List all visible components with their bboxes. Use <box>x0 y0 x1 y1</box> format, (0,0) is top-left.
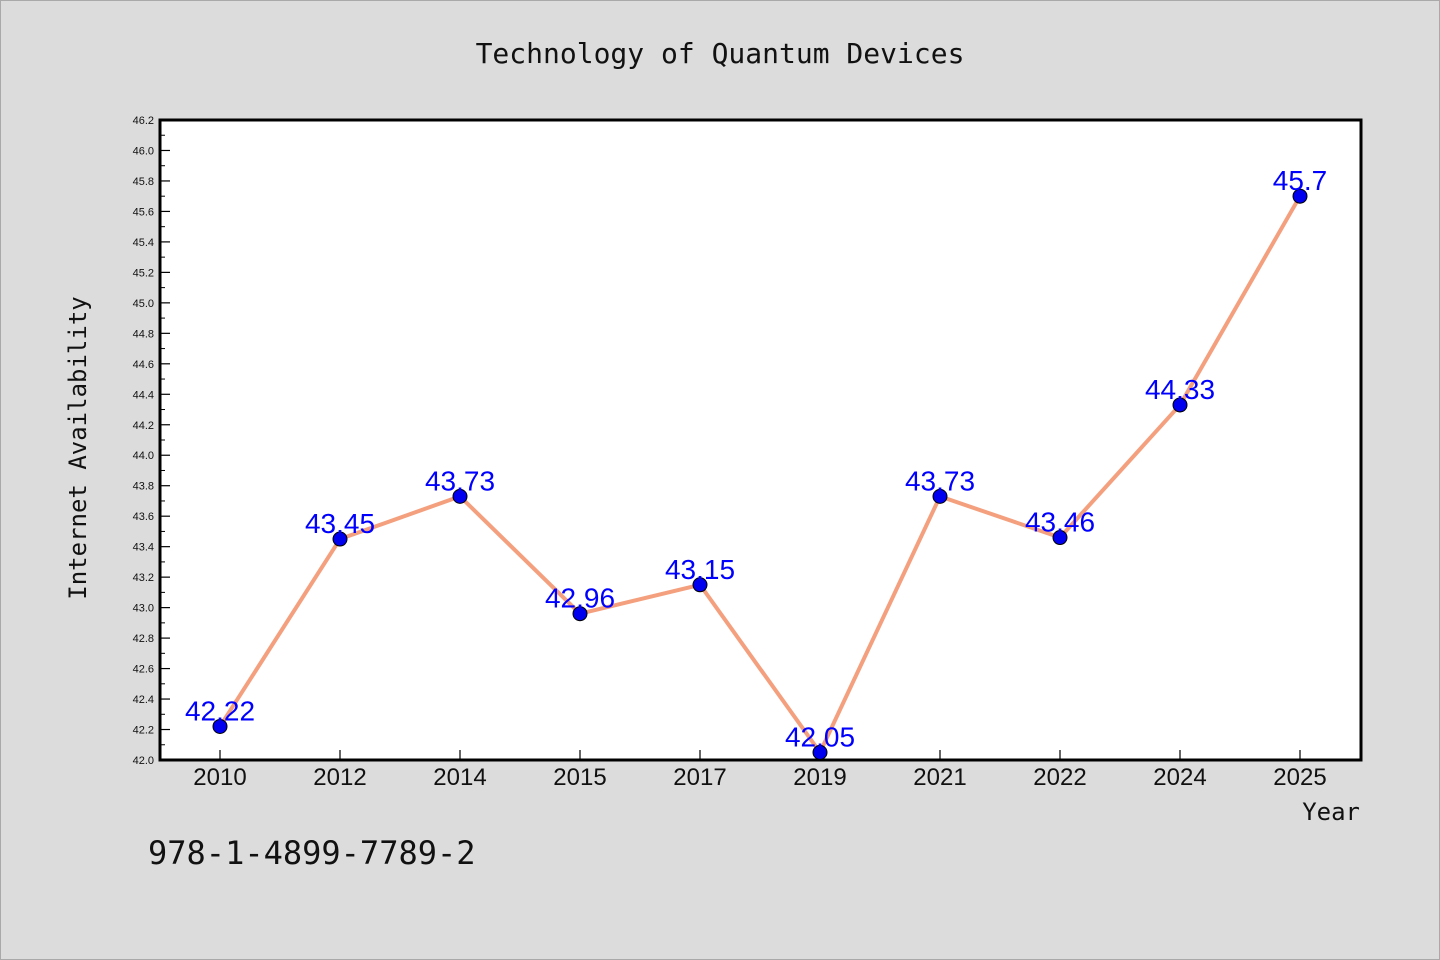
x-axis-label: Year <box>1302 798 1360 826</box>
data-point <box>212 718 228 734</box>
series-markers <box>212 188 1308 760</box>
chart-title: Technology of Quantum Devices <box>476 37 965 70</box>
y-tick-label: 43.6 <box>133 511 154 523</box>
y-tick-label: 45.2 <box>133 267 154 279</box>
y-tick-label: 43.0 <box>133 603 154 615</box>
x-tick-label: 2021 <box>913 764 966 791</box>
y-tick-label: 43.2 <box>133 572 154 584</box>
data-label: 44.33 <box>1145 374 1215 405</box>
data-point <box>332 531 348 547</box>
x-tick-label: 2017 <box>673 764 726 791</box>
y-tick-label: 42.4 <box>133 694 154 706</box>
y-tick-label: 44.4 <box>133 389 154 401</box>
series-polyline <box>218 195 1302 755</box>
y-tick-label: 46.2 <box>133 115 154 127</box>
isbn-text: 978-1-4899-7789-2 <box>148 834 476 872</box>
data-label: 42.05 <box>785 721 855 752</box>
data-label: 42.22 <box>185 695 255 726</box>
y-tick-label: 44.0 <box>133 450 154 462</box>
x-tick-label: 2024 <box>1153 764 1206 791</box>
x-tick-label: 2022 <box>1033 764 1086 791</box>
x-axis-ticks: 2010 2012 2014 2015 2017 2019 2021 2022 2024 2025 <box>193 750 1327 791</box>
data-point <box>1292 188 1308 204</box>
y-tick-label: 42.8 <box>133 633 154 645</box>
x-tick-label: 2014 <box>433 764 486 791</box>
y-tick-label: 44.8 <box>133 328 154 340</box>
data-labels: 42.22 43.45 43.73 42.96 43.15 42.05 43.73 43.46… <box>185 165 1327 752</box>
y-tick-label: 43.4 <box>133 542 154 554</box>
data-label: 42.96 <box>545 583 615 614</box>
y-axis-ticks: 42.0 42.2 42.4 42.6 42.8 43.0 43.2 43.4 43.6 43.8… <box>133 115 170 767</box>
x-tick-label: 2012 <box>313 764 366 791</box>
x-tick-label: 2025 <box>1273 764 1326 791</box>
data-label: 43.15 <box>665 554 735 585</box>
data-point <box>932 488 948 504</box>
y-tick-label: 42.6 <box>133 664 154 676</box>
y-axis-label: Internet Availability <box>64 296 92 599</box>
data-point <box>1172 397 1188 413</box>
data-point <box>1052 530 1068 546</box>
data-label: 43.45 <box>305 508 375 539</box>
x-tick-label: 2010 <box>193 764 246 791</box>
data-label: 43.73 <box>425 465 495 496</box>
data-point <box>812 744 828 760</box>
data-point <box>692 577 708 593</box>
x-tick-label: 2019 <box>793 764 846 791</box>
data-label: 43.46 <box>1025 507 1095 538</box>
x-tick-label: 2015 <box>553 764 606 791</box>
y-tick-label: 42.2 <box>133 725 154 737</box>
data-label: 43.73 <box>905 465 975 496</box>
y-tick-label: 46.0 <box>133 145 154 157</box>
y-tick-label: 45.4 <box>133 237 154 249</box>
plot-area <box>158 118 1363 762</box>
y-tick-label: 45.8 <box>133 176 154 188</box>
y-tick-label: 44.2 <box>133 420 154 432</box>
data-point <box>572 606 588 622</box>
y-tick-label: 42.0 <box>133 755 154 767</box>
series-line <box>218 195 1302 755</box>
y-tick-label: 43.8 <box>133 481 154 493</box>
data-label: 45.7 <box>1273 165 1328 196</box>
y-tick-label: 45.0 <box>133 298 154 310</box>
y-tick-label: 45.6 <box>133 206 154 218</box>
y-tick-label: 44.6 <box>133 359 154 371</box>
data-point <box>452 488 468 504</box>
